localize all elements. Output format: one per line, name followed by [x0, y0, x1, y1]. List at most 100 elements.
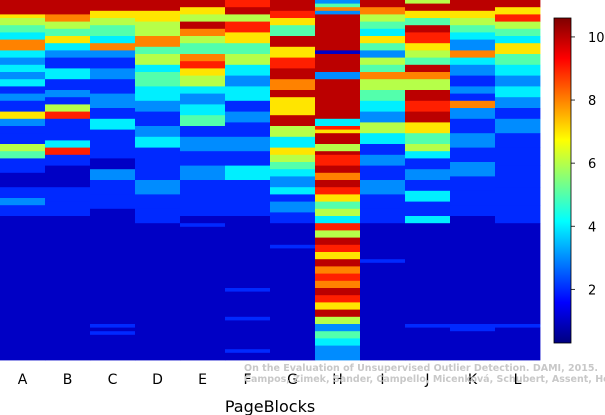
heatmap-cell-H-18 [315, 180, 361, 188]
heatmap-cell-D-14 [135, 162, 181, 181]
heatmap-cell-E-10 [180, 75, 226, 87]
x-tick-label-H: H [332, 372, 343, 388]
heatmap-cell-C-7 [90, 57, 136, 69]
heatmap-cell-C-19 [90, 208, 136, 228]
heatmap-cell-I-13 [360, 100, 406, 112]
heatmap-cell-K-8 [450, 64, 496, 76]
heatmap-cell-B-7 [45, 57, 91, 69]
heatmap-cell-D-7 [135, 72, 181, 87]
heatmap-cell-A-11 [0, 86, 46, 94]
heatmap-cell-K-13 [450, 108, 496, 120]
heatmap-cell-G-20 [270, 194, 316, 202]
heatmap-cell-H-16 [315, 165, 361, 174]
heatmap-cell-F-24 [225, 352, 271, 361]
heatmap-cell-A-24 [0, 205, 46, 217]
heatmap-cell-G-22 [270, 212, 316, 224]
heatmap-cell-B-13 [45, 111, 91, 120]
heatmap-cell-B-22 [45, 216, 91, 361]
heatmap-cell-H-21 [315, 201, 361, 210]
heatmap-cell-D-1 [135, 10, 181, 22]
heatmap-cell-C-23 [90, 331, 136, 336]
heatmap-cell-B-5 [45, 43, 91, 51]
heatmap-cell-K-18 [450, 176, 496, 192]
heatmap-cell-I-3 [360, 21, 406, 30]
heatmap-cell-C-4 [90, 36, 136, 44]
heatmap-cell-G-8 [270, 79, 316, 91]
heatmap-cell-G-21 [270, 201, 316, 213]
heatmap-cell-K-6 [450, 50, 496, 58]
colorbar-tick-label-4: 4 [588, 220, 596, 235]
heatmap-cell-D-5 [135, 54, 181, 66]
heatmap-cell-G-9 [270, 90, 316, 98]
colorbar-tick-label-10: 10 [588, 31, 605, 46]
heatmap-cell-H-22 [315, 208, 361, 217]
heatmap-cells [0, 0, 541, 361]
heatmap-cell-L-17 [495, 187, 541, 206]
heatmap-cell-F-9 [225, 86, 271, 102]
heatmap-cell-K-12 [450, 100, 496, 109]
heatmap-cell-B-0 [45, 0, 91, 15]
heatmap-cell-K-19 [450, 190, 496, 206]
heatmap-cell-A-12 [0, 93, 46, 102]
heatmap-cell-H-40 [315, 338, 361, 346]
heatmap-cell-I-9 [360, 64, 406, 73]
heatmap-cell-D-15 [135, 180, 181, 195]
heatmap-cell-D-4 [135, 46, 181, 55]
heatmap-cell-G-12 [270, 126, 316, 138]
heatmap-cell-H-39 [315, 331, 361, 339]
heatmap-cell-L-7 [495, 54, 541, 66]
x-axis-label: PageBlocks [225, 397, 315, 415]
heatmap-cell-I-10 [360, 72, 406, 80]
heatmap-cell-F-18 [225, 216, 271, 289]
heatmap-cell-F-2 [225, 14, 271, 22]
heatmap-cell-F-1 [225, 7, 271, 15]
heatmap-cell-J-22 [405, 190, 451, 202]
heatmap-cell-H-38 [315, 324, 361, 332]
heatmap-cell-F-20 [225, 291, 271, 318]
heatmap-cell-H-4 [315, 14, 361, 51]
heatmap-cell-F-23 [225, 349, 271, 354]
heatmap-cell-H-33 [315, 288, 361, 296]
heatmap-cell-C-16 [90, 169, 136, 181]
heatmap-cell-K-10 [450, 86, 496, 94]
heatmap-cell-H-28 [315, 252, 361, 260]
heatmap-cell-L-14 [495, 133, 541, 148]
heatmap-cell-A-3 [0, 25, 46, 33]
heatmap-cell-A-21 [0, 172, 46, 188]
heatmap-cell-E-4 [180, 28, 226, 37]
heatmap-cell-A-8 [0, 64, 46, 73]
heatmap-cell-B-2 [45, 21, 91, 30]
heatmap-cell-J-17 [405, 144, 451, 152]
heatmap-cell-L-9 [495, 75, 541, 87]
heatmap-cell-G-23 [270, 223, 316, 246]
heatmap-cell-E-13 [180, 104, 226, 116]
heatmap-cell-C-13 [90, 129, 136, 145]
heatmap-cell-K-23 [450, 331, 496, 361]
heatmap-cell-D-11 [135, 126, 181, 138]
heatmap-cell-I-8 [360, 57, 406, 66]
heatmap-cell-B-10 [45, 90, 91, 98]
heatmap-cell-I-24 [360, 259, 406, 264]
heatmap-cell-J-5 [405, 32, 451, 44]
colorbar: 2 4 6 8 10 [553, 17, 605, 344]
heatmap-cell-G-10 [270, 97, 316, 116]
heatmap-cell-B-11 [45, 97, 91, 105]
heatmap-cell-J-8 [405, 57, 451, 66]
heatmap-cell-J-26 [405, 324, 451, 328]
heatmap-cell-J-6 [405, 43, 451, 51]
heatmap-cell-J-23 [405, 201, 451, 217]
heatmap-cell-K-1 [450, 10, 496, 19]
watermark-line-1: On the Evaluation of Unsupervised Outlie… [244, 363, 599, 374]
heatmap-cell-C-21 [90, 324, 136, 328]
heatmap-cell-G-3 [270, 25, 316, 37]
heatmap-cell-K-20 [450, 205, 496, 217]
heatmap-cell-K-16 [450, 147, 496, 163]
heatmap-cell-H-13 [315, 144, 361, 152]
heatmap-cell-F-11 [225, 111, 271, 123]
heatmap-cell-C-5 [90, 43, 136, 51]
heatmap-cell-A-16 [0, 126, 46, 134]
heatmap-cell-L-10 [495, 86, 541, 98]
heatmap-cell-G-5 [270, 46, 316, 58]
heatmap-cell-E-9 [180, 68, 226, 76]
